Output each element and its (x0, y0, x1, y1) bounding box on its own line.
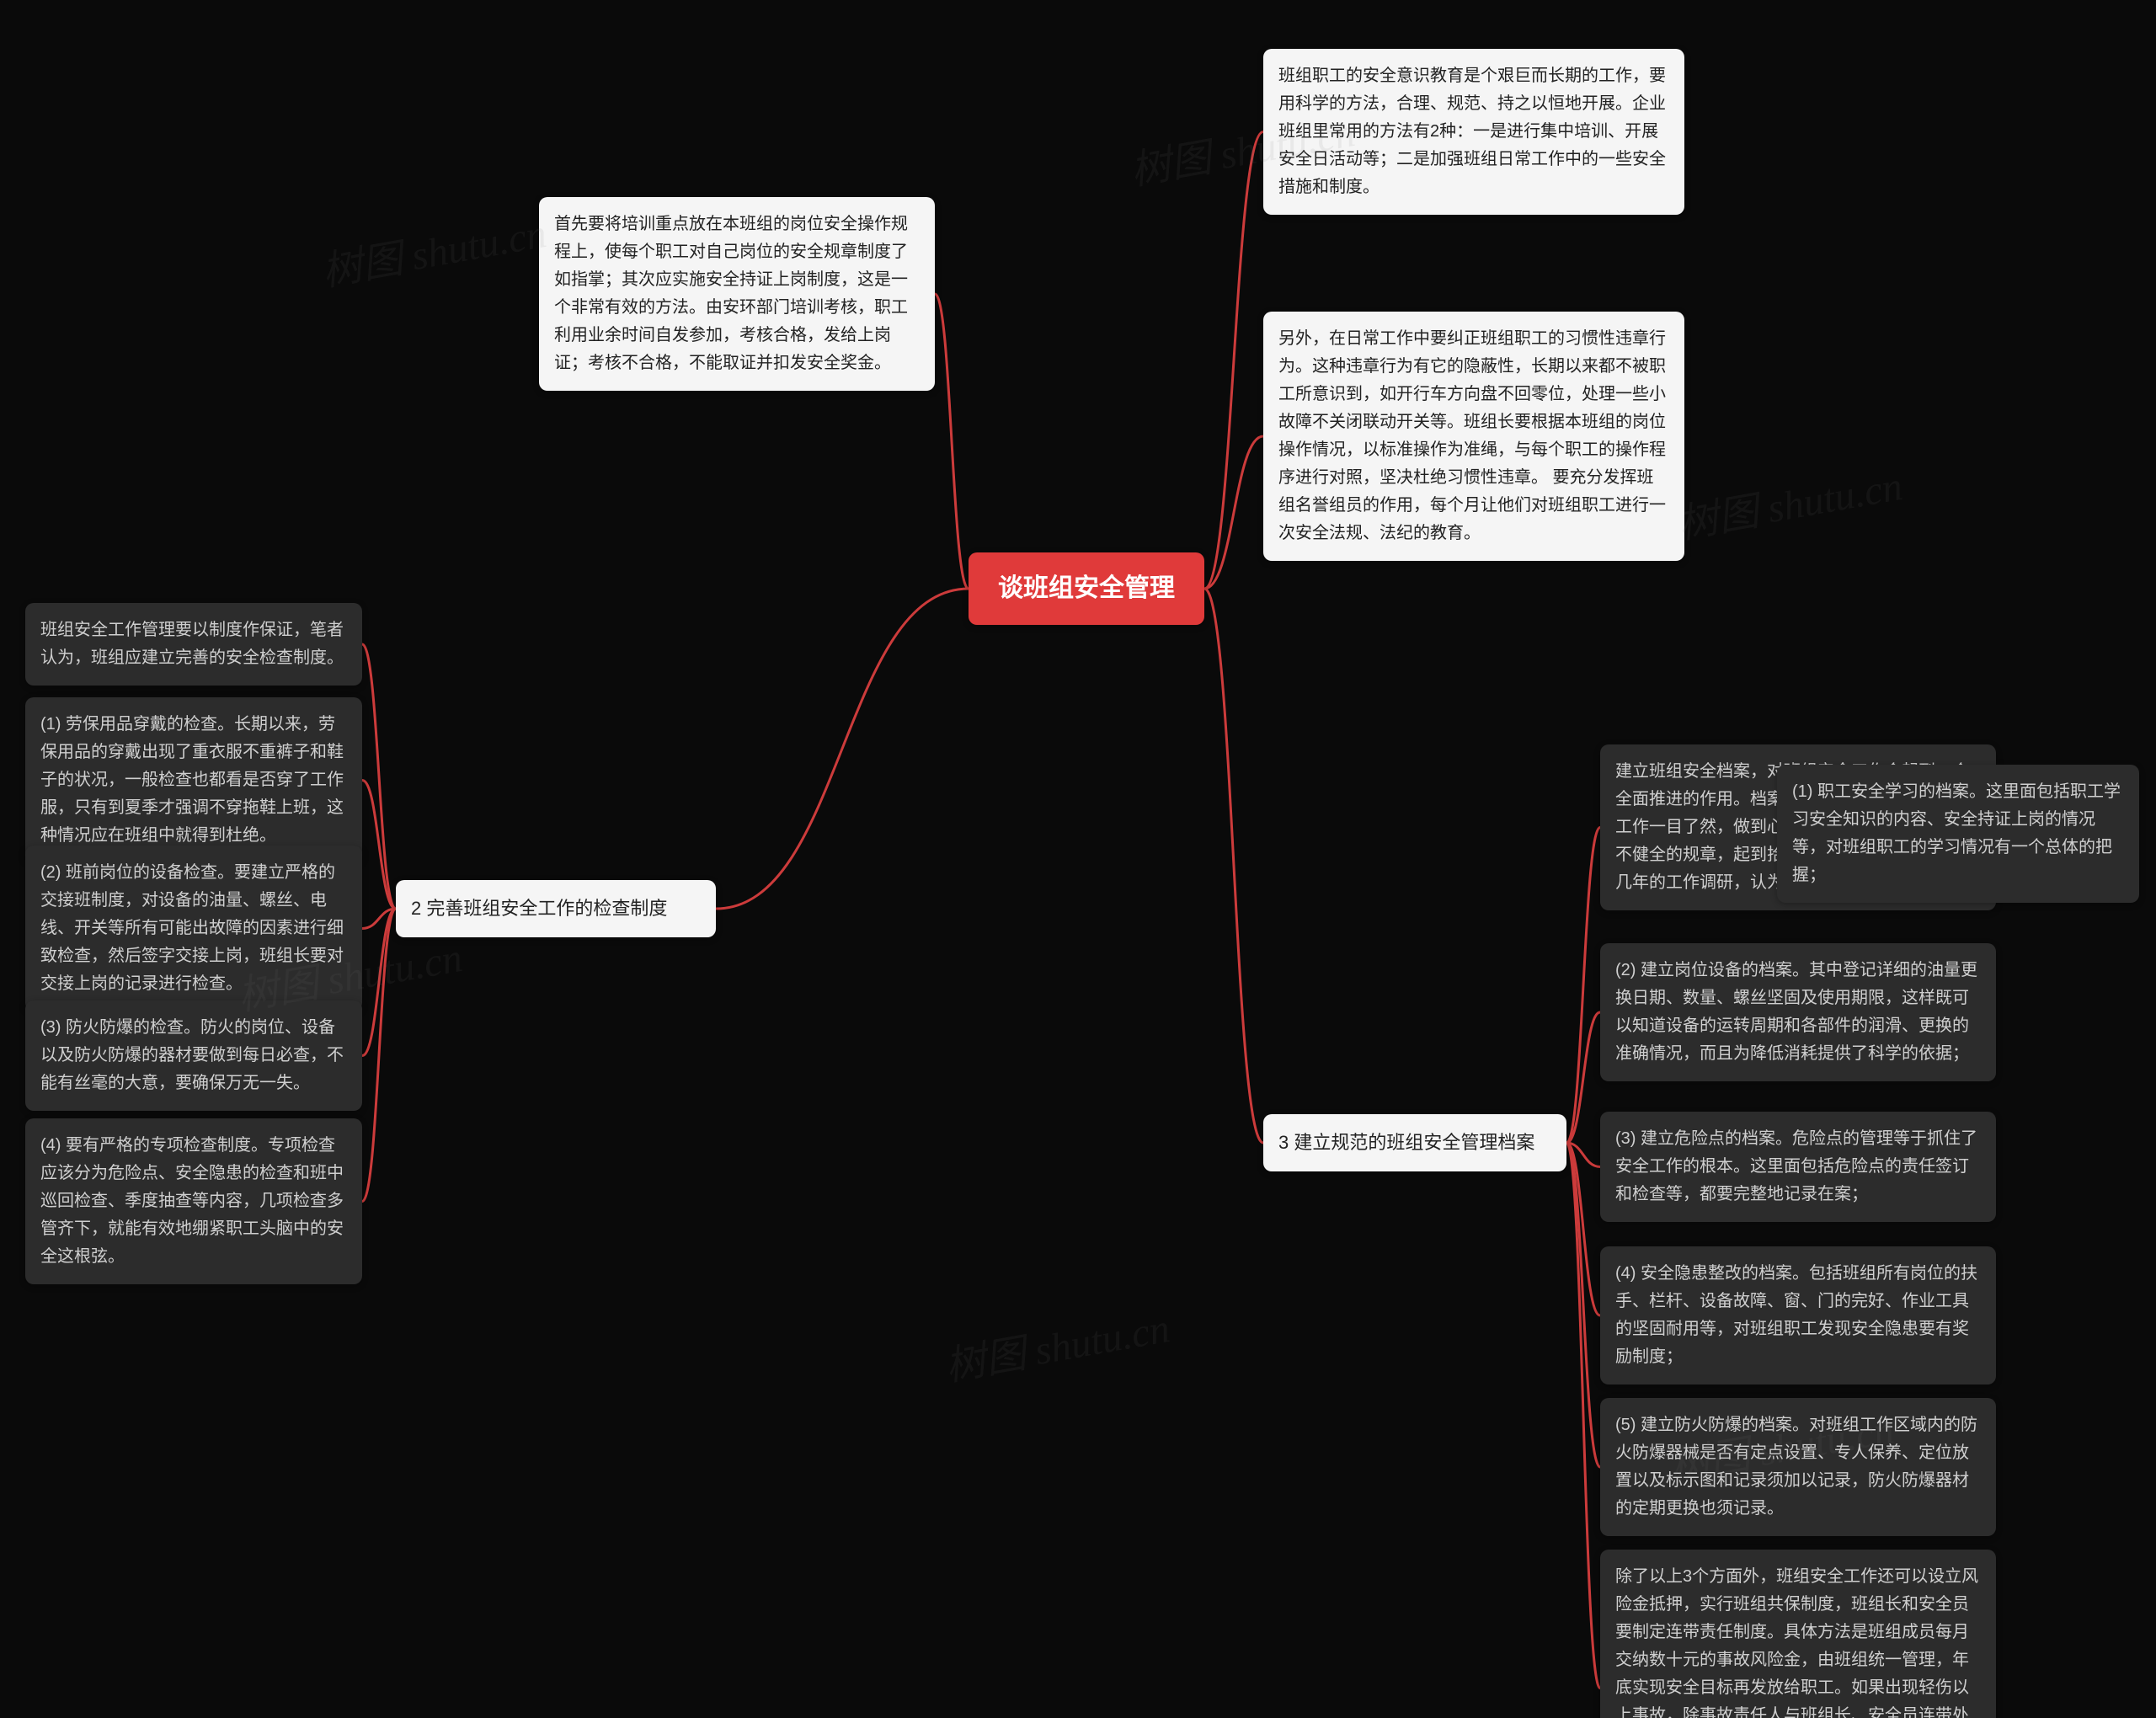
watermark: 树图 shutu.cn (1673, 452, 1906, 550)
left-node-0[interactable]: 首先要将培训重点放在本班组的岗位安全操作规程上，使每个职工对自己岗位的安全规章制… (539, 197, 935, 391)
watermark: 树图 shutu.cn (940, 1294, 1173, 1392)
right-node-2-child-2[interactable]: (3) 建立危险点的档案。危险点的管理等于抓住了安全工作的根本。这里面包括危险点… (1600, 1112, 1996, 1222)
right-node-2-child-1[interactable]: (2) 建立岗位设备的档案。其中登记详细的油量更换日期、数量、螺丝坚固及使用期限… (1600, 943, 1996, 1081)
left-node-1-child-0[interactable]: 班组安全工作管理要以制度作保证，笔者认为，班组应建立完善的安全检查制度。 (25, 603, 362, 686)
right-node-0[interactable]: 班组职工的安全意识教育是个艰巨而长期的工作，要用科学的方法，合理、规范、持之以恒… (1263, 49, 1684, 215)
right-node-2-child-4[interactable]: (5) 建立防火防爆的档案。对班组工作区域内的防火防爆器械是否有定点设置、专人保… (1600, 1398, 1996, 1536)
right-node-2-child-0-grand-0[interactable]: (1) 职工安全学习的档案。这里面包括职工学习安全知识的内容、安全持证上岗的情况… (1777, 765, 2139, 903)
right-node-2-child-3[interactable]: (4) 安全隐患整改的档案。包括班组所有岗位的扶手、栏杆、设备故障、窗、门的完好… (1600, 1246, 1996, 1385)
left-node-1-child-1[interactable]: (1) 劳保用品穿戴的检查。长期以来，劳保用品的穿戴出现了重衣服不重裤子和鞋子的… (25, 697, 362, 863)
root-node[interactable]: 谈班组安全管理 (969, 552, 1204, 625)
left-node-1-child-2[interactable]: (2) 班前岗位的设备检查。要建立严格的交接班制度，对设备的油量、螺丝、电线、开… (25, 846, 362, 1011)
watermark: 树图 shutu.cn (317, 200, 550, 297)
left-node-1-child-3[interactable]: (3) 防火防爆的检查。防火的岗位、设备以及防火防爆的器材要做到每日必查，不能有… (25, 1000, 362, 1111)
right-node-2[interactable]: 3 建立规范的班组安全管理档案 (1263, 1114, 1566, 1171)
left-node-1[interactable]: 2 完善班组安全工作的检查制度 (396, 880, 716, 937)
right-node-2-child-5[interactable]: 除了以上3个方面外，班组安全工作还可以设立风险金抵押，实行班组共保制度，班组长和… (1600, 1550, 1996, 1718)
right-node-1[interactable]: 另外，在日常工作中要纠正班组职工的习惯性违章行为。这种违章行为有它的隐蔽性，长期… (1263, 312, 1684, 561)
left-node-1-child-4[interactable]: (4) 要有严格的专项检查制度。专项检查应该分为危险点、安全隐患的检查和班中巡回… (25, 1118, 362, 1284)
